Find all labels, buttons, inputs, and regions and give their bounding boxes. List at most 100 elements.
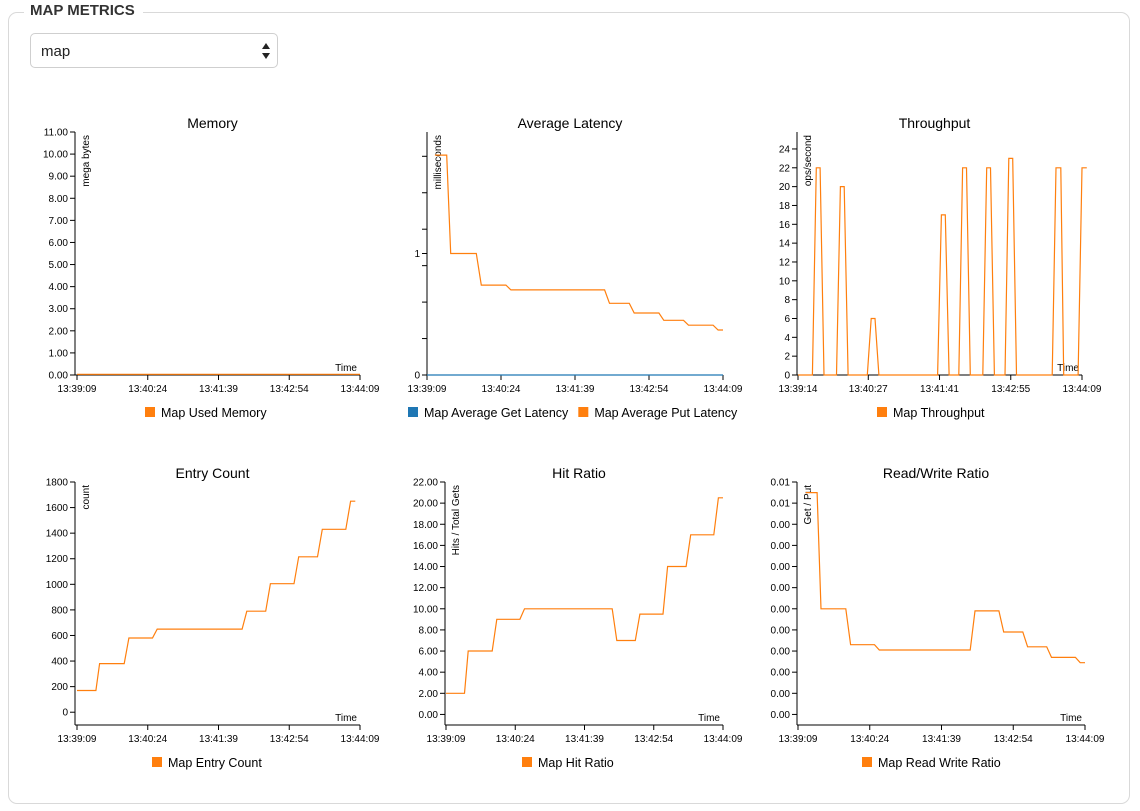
y-tick-label: 0.01	[771, 499, 791, 510]
legend-swatch	[877, 407, 887, 417]
y-tick-label: 0.00	[771, 668, 791, 679]
y-tick-label: 2.00	[419, 689, 439, 700]
chart-title: Hit Ratio	[552, 465, 606, 481]
y-tick-label: 6	[784, 314, 790, 325]
y-tick-label: 0.00	[771, 710, 791, 721]
y-tick-label: 0.00	[771, 604, 791, 615]
y-tick-label: 0	[784, 371, 790, 382]
x-tick-label: 13:40:24	[128, 734, 167, 745]
x-axis-label: Time	[1060, 713, 1082, 724]
y-tick-label: 1000	[46, 580, 69, 591]
y-tick-label: 1.00	[49, 348, 69, 359]
legend-label: Map Entry Count	[168, 756, 262, 770]
y-tick-label: 1400	[46, 529, 69, 540]
y-tick-label: 0.00	[419, 710, 439, 721]
y-tick-label: 4	[784, 333, 790, 344]
legend-swatch	[145, 407, 155, 417]
chart-average-latency: Average Latency 0 1 13:39:09 13:40:24 13:41:3…	[408, 115, 743, 420]
series-line-map-read-write-ratio	[805, 492, 1085, 664]
y-tick-label: 8.00	[49, 194, 69, 205]
y-tick-label: 20.00	[413, 499, 438, 510]
section-title: MAP METRICS	[24, 2, 143, 19]
y-tick-label: 24	[779, 144, 791, 155]
y-tick-label: 2.00	[49, 326, 69, 337]
y-tick-label: 0.00	[771, 541, 791, 552]
x-tick-label: 13:41:39	[565, 734, 604, 745]
chart-memory: Memory 0.00 1.00 2.00 3.00 4.00 5.00 6.00 7.00 8.…	[43, 115, 380, 420]
y-tick-label: 12	[779, 257, 791, 268]
y-tick-label: 8.00	[419, 625, 439, 636]
legend-label: Map Average Get Latency	[424, 406, 569, 420]
series-line-map-average-put-latency	[434, 154, 723, 331]
series-line-map-throughput	[798, 157, 1087, 376]
y-tick-label: 14	[779, 239, 791, 250]
y-tick-label: 18.00	[413, 520, 438, 531]
y-axis-label: Get / Put	[803, 485, 814, 525]
y-tick-label: 5.00	[49, 260, 69, 271]
y-tick-label: 6.00	[49, 238, 69, 249]
chart-title: Average Latency	[518, 115, 623, 131]
y-tick-label: 0.00	[771, 647, 791, 658]
x-axis-label: Time	[698, 713, 720, 724]
chart-title: Memory	[187, 115, 238, 131]
y-tick-label: 12.00	[413, 583, 438, 594]
y-tick-label: 11.00	[44, 128, 69, 139]
y-tick-label: 16.00	[413, 541, 438, 552]
y-tick-label: 1800	[46, 478, 69, 489]
y-axis-label: milliseconds	[433, 135, 444, 189]
legend-label: Map Hit Ratio	[538, 756, 614, 770]
y-tick-label: 18	[779, 201, 791, 212]
y-tick-label: 10.00	[43, 150, 68, 161]
y-tick-label: 6.00	[419, 647, 439, 658]
x-tick-label: 13:41:39	[922, 734, 961, 745]
y-tick-label: 7.00	[49, 216, 69, 227]
y-tick-label: 200	[51, 682, 68, 693]
x-tick-label: 13:41:39	[199, 384, 238, 395]
y-tick-label: 0.00	[771, 689, 791, 700]
y-tick-label: 0.00	[771, 520, 791, 531]
x-tick-label: 13:44:09	[1066, 734, 1105, 745]
x-tick-label: 13:39:09	[58, 734, 97, 745]
y-tick-label: 1	[414, 249, 420, 260]
legend-swatch	[522, 757, 532, 767]
chart-title: Read/Write Ratio	[883, 465, 990, 481]
x-tick-label: 13:39:09	[408, 384, 447, 395]
chart-hit-ratio: Hit Ratio 0.00 2.00 4.00 6.00 8.00 10.00 12.00 1…	[413, 465, 743, 770]
x-tick-label: 13:40:24	[496, 734, 535, 745]
y-tick-label: 4.00	[419, 668, 439, 679]
chart-read-write-ratio: Read/Write Ratio 0.00 0.00 0.00 0.00 0.00 0.00…	[771, 465, 1105, 770]
x-tick-label: 13:44:09	[1063, 384, 1102, 395]
x-tick-label: 13:41:39	[199, 734, 238, 745]
y-tick-label: 16	[779, 220, 791, 231]
y-tick-label: 0.00	[771, 583, 791, 594]
x-tick-label: 13:41:39	[556, 384, 595, 395]
y-tick-label: 4.00	[49, 282, 69, 293]
y-tick-label: 600	[51, 631, 68, 642]
y-tick-label: 0.00	[49, 371, 69, 382]
y-tick-label: 1200	[46, 554, 69, 565]
x-tick-label: 13:44:09	[704, 384, 743, 395]
y-tick-label: 400	[51, 657, 68, 668]
x-tick-label: 13:40:24	[482, 384, 521, 395]
x-tick-label: 13:40:24	[850, 734, 889, 745]
x-tick-label: 13:42:54	[270, 734, 309, 745]
x-tick-label: 13:42:54	[634, 734, 673, 745]
y-tick-label: 0	[414, 371, 420, 382]
map-select[interactable]: map	[30, 33, 278, 68]
x-axis-label: Time	[335, 363, 357, 374]
map-metrics-panel	[8, 12, 1130, 804]
x-tick-label: 13:44:09	[704, 734, 743, 745]
legend-swatch	[152, 757, 162, 767]
chart-entry-count: Entry Count 0 200 400 600 800 1000 1200 1400 1600…	[46, 465, 380, 770]
series-line-map-hit-ratio	[446, 497, 723, 694]
y-axis-label: count	[81, 485, 92, 510]
x-tick-label: 13:44:09	[341, 734, 380, 745]
series-line-map-entry-count	[77, 500, 356, 692]
y-tick-label: 0.00	[771, 562, 791, 573]
legend-swatch	[578, 407, 589, 417]
legend-label: Map Read Write Ratio	[878, 756, 1001, 770]
y-tick-label: 22	[779, 163, 791, 174]
legend-swatch	[862, 757, 872, 767]
chart-title: Throughput	[899, 115, 971, 131]
x-tick-label: 13:39:09	[427, 734, 466, 745]
